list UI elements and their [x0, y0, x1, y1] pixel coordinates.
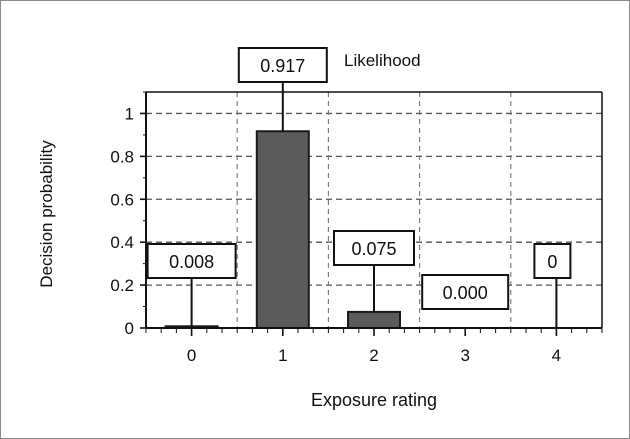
x-tick-label: 0	[187, 346, 196, 365]
grid-layer	[146, 92, 602, 328]
y-tick-label: 0.2	[110, 276, 134, 295]
y-tick-label: 0.8	[110, 147, 134, 166]
y-tick-label: 1	[125, 104, 134, 123]
y-tick-label: 0.4	[110, 233, 134, 252]
data-label: 0.000	[443, 283, 488, 303]
data-label: 0.075	[351, 239, 396, 259]
axis-layer: 0 0.2 0.4 0.6 0.8 1 0 1 2 3 4	[110, 91, 603, 365]
legend-label: Likelihood	[344, 51, 421, 70]
y-tick-label: 0	[125, 319, 134, 338]
callout-box-1	[237, 47, 328, 83]
x-tick-label: 4	[552, 346, 561, 365]
x-tick-label: 2	[369, 346, 378, 365]
data-label: 0.917	[260, 56, 305, 76]
bar-1	[255, 130, 310, 329]
x-tick-label: 3	[460, 346, 469, 365]
x-tick-label: 1	[278, 346, 287, 365]
callout-box-0	[146, 243, 237, 279]
y-axis-title: Decision probability	[37, 140, 56, 288]
callout-box-2	[333, 230, 415, 266]
data-label: 0.008	[169, 252, 214, 272]
label-layer: 0.008 0.917 0.075 0.000 0	[146, 47, 572, 328]
callout-box-3	[421, 274, 510, 310]
bar-2	[347, 310, 401, 329]
callout-box-4	[533, 243, 572, 279]
x-axis-title: Exposure rating	[311, 390, 437, 410]
data-label: 0	[547, 252, 557, 272]
y-tick-label: 0.6	[110, 190, 134, 209]
